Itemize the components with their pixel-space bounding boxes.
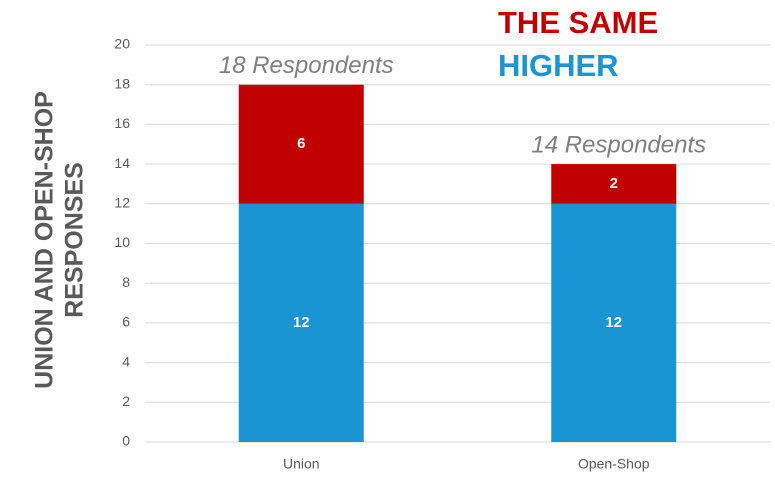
y-tick-label: 12: [114, 195, 130, 211]
y-axis-label-line: RESPONSES: [61, 162, 89, 318]
y-tick-label: 14: [114, 155, 130, 171]
bar-segment: [551, 203, 677, 442]
data-label: 2: [610, 175, 618, 192]
y-tick-label: 10: [114, 234, 130, 250]
legend-entry: THE SAME: [498, 5, 658, 40]
annotation: 18 Respondents: [219, 52, 394, 79]
bar-segment: [551, 164, 677, 204]
legend-entry: HIGHER: [498, 48, 619, 83]
y-tick-label: 2: [122, 393, 130, 409]
y-axis-label: UNION AND OPEN-SHOP RESPONSES: [31, 91, 89, 389]
annotation: 14 Respondents: [531, 131, 706, 158]
data-label: 12: [605, 314, 622, 331]
bar-segment: [238, 203, 364, 442]
y-axis-label-line: UNION AND OPEN-SHOP: [31, 91, 59, 389]
y-tick-label: 0: [122, 433, 130, 449]
y-tick-label: 8: [122, 274, 130, 290]
y-tick-label: 16: [114, 115, 130, 131]
y-tick-label: 20: [114, 36, 130, 52]
y-tick-label: 6: [122, 314, 130, 330]
x-tick-label: Union: [283, 456, 320, 472]
x-tick-label: Open-Shop: [578, 456, 650, 472]
data-label: 6: [297, 135, 305, 152]
y-tick-label: 18: [114, 75, 130, 91]
bar-segment: [238, 84, 364, 204]
data-label: 12: [293, 314, 310, 331]
y-tick-label: 4: [122, 353, 130, 369]
